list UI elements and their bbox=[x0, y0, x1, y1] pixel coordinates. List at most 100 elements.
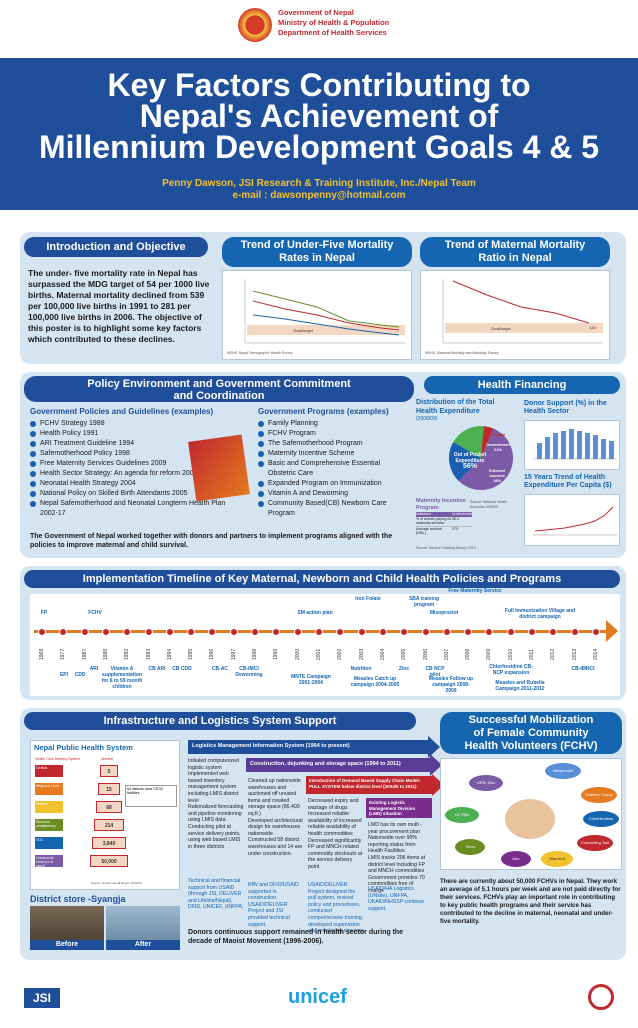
tl-below-label: CB-AC bbox=[211, 666, 229, 672]
tl-above-label: FP bbox=[40, 610, 48, 616]
tl-below-label: Measles Catch up campaign 2004-2005 bbox=[350, 676, 400, 688]
programs-title: Government Programs (examples) bbox=[258, 407, 389, 416]
timeline-year: 1993 bbox=[145, 648, 152, 660]
tl-below-label: ARI bbox=[89, 666, 99, 672]
nphs-level: VDC bbox=[35, 837, 63, 849]
nphs-level: District bbox=[35, 801, 63, 813]
timeline-year: 2008 bbox=[465, 648, 472, 660]
u5-line-imr bbox=[252, 300, 400, 331]
nphs-level: Central bbox=[35, 765, 63, 777]
timeline-year: 1995 bbox=[188, 648, 195, 660]
policy-heading: Policy Environment and Government Commit… bbox=[24, 376, 414, 402]
donor-title: Donor Support (%) in the Health Sector bbox=[524, 400, 607, 415]
tl-below-label: Zinc bbox=[398, 666, 410, 672]
percap-chart bbox=[524, 494, 620, 546]
timeline-year: 2000 bbox=[294, 648, 301, 660]
incentive-header-cell: Achievement bbox=[451, 512, 472, 516]
tl-above-label: FCHV bbox=[88, 610, 102, 616]
tl-above-label: Full Immunization Village and district c… bbox=[504, 608, 576, 620]
unicef-logo: unicef bbox=[288, 986, 347, 1008]
mmr-target-band bbox=[445, 323, 603, 333]
nphs-title: Nepal Public Health System bbox=[34, 743, 133, 752]
nphs-note: 54 districts have CEOC facilities bbox=[125, 785, 177, 807]
timeline-dot bbox=[421, 628, 430, 636]
pie-title: Distribution of the Total Health Expendi… bbox=[416, 399, 495, 415]
timeline-dot bbox=[315, 628, 323, 636]
timeline-year: 1996 bbox=[209, 648, 216, 660]
incentive-row: Average amount (NRs.) 273 bbox=[416, 527, 472, 536]
u5-chart: Goal/target NDHS, Nepal Demographic Heal… bbox=[222, 270, 412, 360]
policies-title: Government Policies and Guidelines (exam… bbox=[30, 407, 214, 416]
pie-ext-value: 18% bbox=[492, 478, 501, 483]
policy-item: Free Maternity Services Guidelines 2009 bbox=[30, 459, 240, 469]
timeline-dot bbox=[165, 628, 174, 636]
email-line: e-mail : dawsonpenny@hotmail.com bbox=[232, 190, 406, 201]
u5-heading-line-1: Trend of Under-Five Mortality bbox=[240, 239, 394, 251]
program-item: Expanded Program on Immunization bbox=[258, 479, 408, 489]
program-item: Community Based(CB) Newborn Care Program bbox=[258, 499, 408, 519]
timeline-dot bbox=[592, 628, 600, 636]
donor-bar bbox=[577, 431, 582, 459]
title-band bbox=[0, 58, 638, 210]
policy-item: Nepal Safemotherhood and Neonatal Longte… bbox=[30, 499, 240, 519]
pie-private-label: Private bbox=[492, 432, 506, 437]
tl-below-label: CB ARI bbox=[148, 666, 166, 672]
fchv-item: Counseling Tool bbox=[577, 835, 613, 851]
fchv-item: Vitamin A bbox=[541, 851, 573, 867]
tl-below-label: Measles and Rubella Campaign 2011-2012 bbox=[495, 680, 545, 692]
gov-line-2: Ministry of Health & Population bbox=[278, 18, 390, 27]
policy-item: National Policy on Skilled Birth Attenda… bbox=[30, 489, 240, 499]
donor-chart bbox=[524, 420, 620, 470]
timeline-year: 2014 bbox=[593, 648, 599, 660]
u5-line-u5mr bbox=[252, 290, 400, 328]
tl-below-label: Measles Follow up campaign 2008-2009 bbox=[428, 676, 474, 694]
program-item: Maternity Incentive Scheme bbox=[258, 449, 408, 459]
nphs-number: 15 bbox=[98, 783, 120, 795]
incentive-cell: % of women paying for maternity services bbox=[416, 516, 452, 526]
title-line-2: Nepal's Achievement of bbox=[139, 98, 499, 134]
tl-below-label: EPI bbox=[59, 672, 69, 678]
intro-heading: Introduction and Objective bbox=[24, 237, 208, 257]
pie-oop-text: Out of Pocket Expenditure bbox=[453, 452, 487, 464]
lmd-bar: Existing Logistic Management Division (L… bbox=[366, 798, 432, 818]
timeline-year: 1987 bbox=[81, 648, 88, 660]
nphs-level: Regional Level bbox=[35, 783, 63, 795]
cold-bar: Construction, dejunking and storage spac… bbox=[246, 758, 432, 772]
timeline-year: 2007 bbox=[443, 648, 450, 660]
lmis-col-3: Decreased expiry and wastage of drugs In… bbox=[308, 798, 363, 870]
gov-line-1: Government of Nepal bbox=[278, 8, 354, 17]
incentive-row: % of women paying for maternity services… bbox=[416, 517, 472, 527]
u5-line-nmr bbox=[252, 314, 400, 336]
timeline-dot bbox=[464, 628, 473, 636]
lmis-col-2-support: KfW and DFID/USAID supported in construc… bbox=[248, 882, 299, 928]
donor-bar bbox=[601, 439, 606, 459]
fchv-item: Misoprostol bbox=[545, 763, 581, 779]
timeline-dot bbox=[144, 628, 153, 636]
fchv-body: There are currently about 50,000 FCHVs i… bbox=[440, 878, 621, 925]
percap-chart-svg bbox=[533, 506, 617, 536]
policy-item: Safemotherhood Policy 1998 bbox=[30, 449, 240, 459]
timeline-year: 2003 bbox=[358, 648, 365, 660]
lmis-col-4-support: USAID/HA Logistics (UNsite), UNFPA, UKAI… bbox=[368, 886, 425, 912]
gov-line-3: Department of Health Services bbox=[278, 28, 387, 37]
u5-heading: Trend of Under-Five Mortality Rates in N… bbox=[222, 237, 412, 267]
timeline-dot bbox=[570, 628, 579, 636]
u5-target-label: Goal/target bbox=[293, 328, 314, 333]
timeline-heading: Implementation Timeline of Key Maternal,… bbox=[24, 570, 620, 588]
u5-heading-line-2: Rates in Nepal bbox=[279, 252, 355, 264]
pie-oop-label: Out of Pocket Expenditure 56% bbox=[452, 452, 488, 470]
incentive-cell: Average amount (NRs.) bbox=[416, 526, 442, 536]
nphs-col1-header: Health Care Delivery System bbox=[35, 757, 80, 761]
infra-footer: Donors continuous support remained in he… bbox=[188, 929, 404, 945]
u5-chart-svg: Goal/target bbox=[244, 279, 405, 344]
store-before-photo bbox=[30, 906, 104, 942]
programs-list: Family Planning FCHV Program The Safemot… bbox=[258, 419, 408, 519]
fchv-item: OC Pills bbox=[445, 807, 479, 823]
donor-chart-svg bbox=[533, 429, 617, 460]
timeline-year: 2009 bbox=[486, 648, 493, 660]
government-header: Government of Nepal Ministry of Health &… bbox=[238, 6, 408, 46]
timeline-arrow-icon bbox=[606, 620, 618, 642]
timeline-year: 1988 bbox=[102, 648, 109, 660]
donor-bar bbox=[537, 443, 542, 459]
lmis-col-3-support: USAID/DELIVER Project designed the pull … bbox=[308, 882, 364, 935]
